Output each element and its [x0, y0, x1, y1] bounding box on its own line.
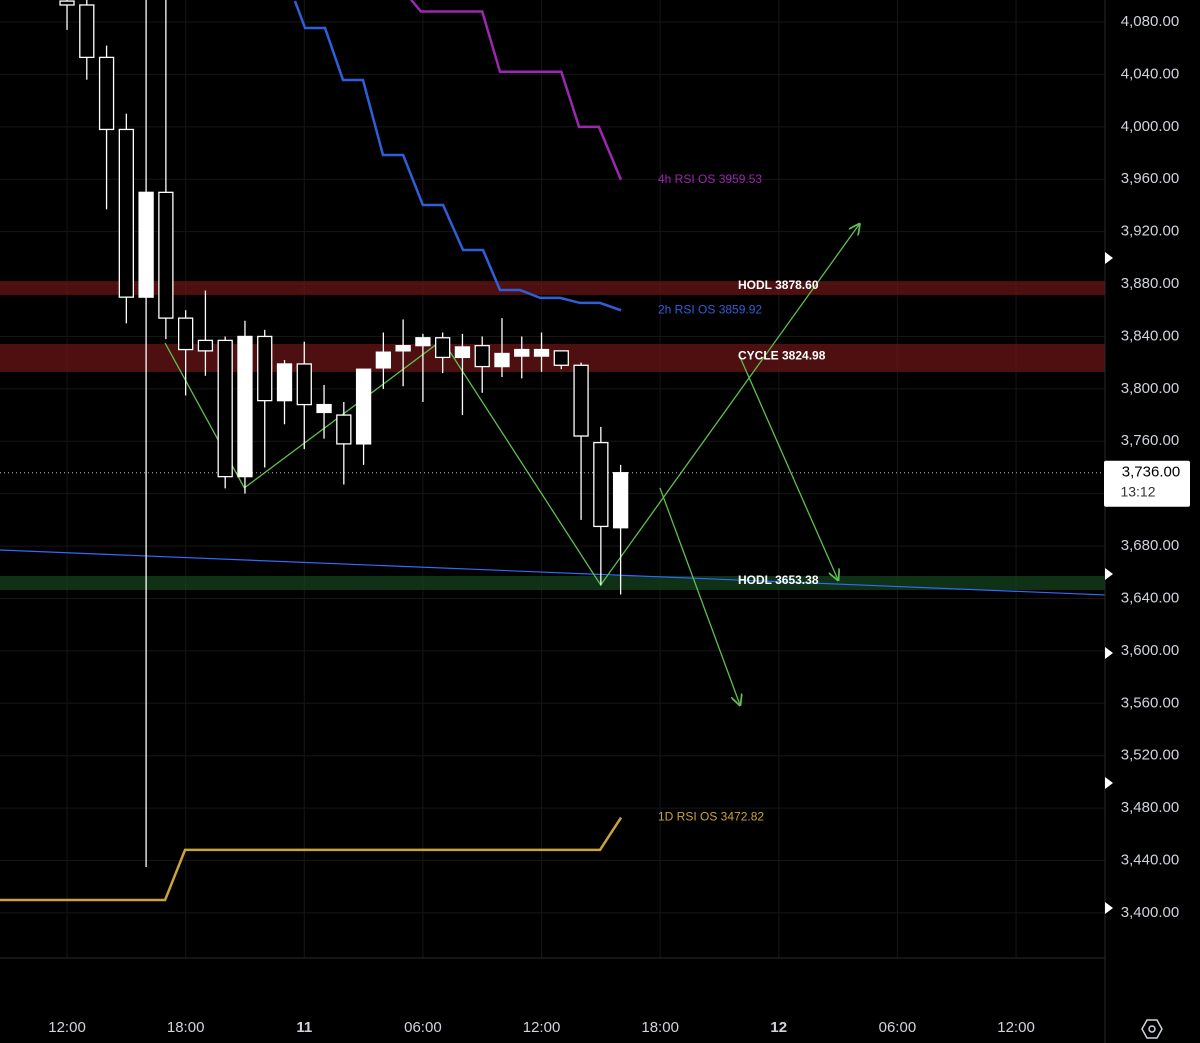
- y-tick-label: 4,040.00: [1121, 65, 1179, 82]
- y-tick-label: 3,880.00: [1121, 275, 1179, 292]
- candle-body: [553, 350, 569, 366]
- zone-label: HODL 3878.60: [738, 278, 819, 292]
- candle-body: [395, 344, 411, 352]
- candle-body: [237, 335, 253, 478]
- zones: [0, 281, 1105, 590]
- x-tick-label: 06:00: [404, 1019, 442, 1036]
- axis-marker: [1105, 647, 1113, 659]
- axes: 3,400.00 3,440.00 3,480.00 3,520.00 3,560.00…: [48, 13, 1190, 1036]
- candle-body: [158, 191, 174, 319]
- x-tick-label: 18:00: [641, 1019, 679, 1036]
- axis-marker: [1105, 902, 1113, 914]
- y-tick-label: 3,840.00: [1121, 327, 1179, 344]
- candle-body: [197, 339, 214, 352]
- y-tick-label: 3,400.00: [1121, 904, 1179, 921]
- settings-icon[interactable]: [1141, 1019, 1163, 1039]
- candle-body: [593, 441, 609, 528]
- axis-marker: [1105, 777, 1113, 789]
- zone: [0, 281, 1105, 295]
- candle-body: [573, 364, 589, 437]
- y-tick-label: 3,480.00: [1121, 799, 1179, 816]
- y-tick-label: 3,600.00: [1121, 642, 1179, 659]
- x-tick-label: 11: [296, 1019, 312, 1036]
- y-tick-label: 3,560.00: [1121, 694, 1179, 711]
- axis-marker: [1105, 252, 1113, 264]
- candle-body: [296, 363, 312, 406]
- last-price-box: [1104, 460, 1190, 507]
- rsi-line: [410, 0, 623, 181]
- candle-body: [79, 4, 95, 59]
- x-tick-label: 12:00: [997, 1019, 1035, 1036]
- candle-body: [514, 348, 530, 357]
- y-tick-label: 3,960.00: [1121, 170, 1179, 187]
- rsi-line: [0, 816, 623, 902]
- candle-body: [474, 344, 490, 368]
- candle-body: [118, 128, 134, 298]
- x-tick-label: 12:00: [523, 1019, 561, 1036]
- zone-label: CYCLE 3824.98: [738, 348, 826, 362]
- y-tick-label: 3,800.00: [1121, 380, 1179, 397]
- candle-body: [612, 472, 629, 529]
- line-label: 1D RSI OS 3472.82: [658, 810, 764, 824]
- y-tick-label: 3,640.00: [1121, 589, 1179, 606]
- line-label: 4h RSI OS 3959.53: [658, 172, 762, 186]
- candle-body: [494, 352, 510, 368]
- line-label: 2h RSI OS 3859.92: [658, 303, 762, 317]
- candle-body: [217, 339, 233, 478]
- x-tick-label: 06:00: [879, 1019, 917, 1036]
- candle-body: [98, 56, 115, 131]
- y-tick-label: 3,440.00: [1121, 851, 1179, 868]
- labels: HODL 3878.60 CYCLE 3824.98 HODL 3653.38 4h …: [658, 172, 826, 824]
- candle-body: [336, 414, 352, 445]
- candle-body: [276, 363, 293, 402]
- x-tick-label: 12:00: [48, 1019, 86, 1036]
- projection: [659, 487, 740, 705]
- grid: [0, 0, 1105, 958]
- candles: [59, 0, 629, 868]
- candle-body: [375, 351, 392, 369]
- candle-body: [355, 368, 372, 445]
- settings-icon-center: [1148, 1025, 1156, 1033]
- countdown-label: 13:12: [1120, 483, 1155, 499]
- zone-label: HODL 3653.38: [738, 573, 819, 587]
- y-tick-label: 4,080.00: [1121, 13, 1179, 30]
- candle-body: [59, 0, 75, 6]
- trendline: [0, 549, 1106, 596]
- candle-body: [177, 317, 194, 351]
- candle-body: [435, 337, 451, 359]
- projection: [739, 356, 838, 580]
- candle-body: [454, 346, 471, 359]
- y-tick-label: 3,920.00: [1121, 223, 1179, 240]
- last-price-label: 3,736.00: [1122, 464, 1180, 481]
- rsi-line: [293, 0, 622, 312]
- y-tick-label: 3,520.00: [1121, 747, 1179, 764]
- candle-body: [316, 403, 332, 414]
- y-tick-label: 3,760.00: [1121, 432, 1179, 449]
- x-tick-label: 12: [770, 1019, 787, 1036]
- candle-body: [533, 348, 550, 357]
- y-tick-label: 3,680.00: [1121, 537, 1179, 554]
- candle-body: [138, 191, 154, 298]
- axis-marker: [1105, 568, 1113, 580]
- zone: [0, 343, 1105, 372]
- candle-body: [415, 337, 431, 347]
- y-tick-label: 4,000.00: [1121, 118, 1179, 135]
- x-tick-label: 18:00: [167, 1019, 205, 1036]
- candle-body: [257, 335, 273, 402]
